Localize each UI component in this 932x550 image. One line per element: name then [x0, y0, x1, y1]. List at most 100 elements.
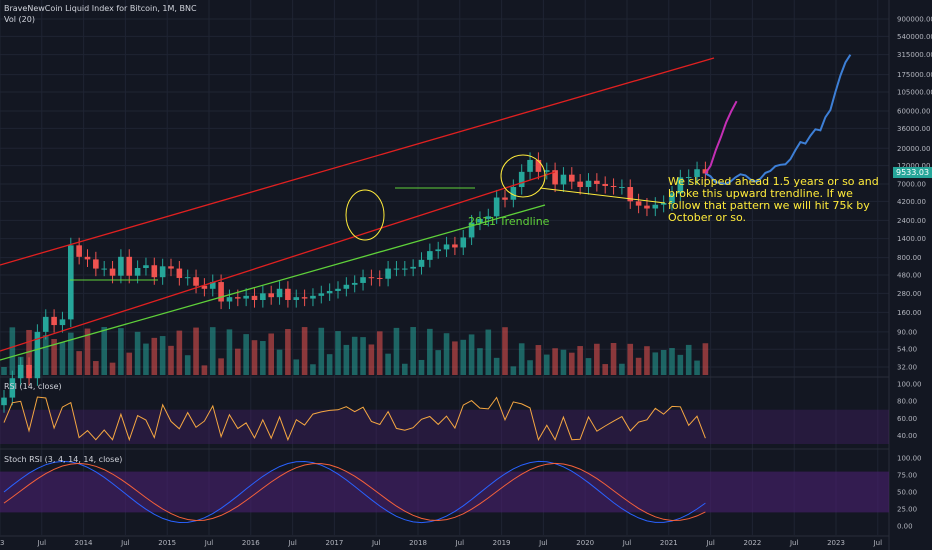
candle [510, 187, 517, 200]
volume-bar [184, 355, 191, 375]
candle [176, 268, 183, 278]
candle [418, 259, 425, 267]
rsi-band [0, 409, 889, 444]
volume-bar [627, 343, 634, 375]
time-tick-label: Jul [287, 539, 297, 547]
annotation-text: follow that pattern we will hit 75k by [668, 199, 870, 212]
annotation-pointer [539, 187, 666, 204]
channel-lower-line [0, 171, 556, 352]
candle [143, 265, 149, 268]
price-tick-label: 54.00 [897, 346, 917, 354]
candle [26, 364, 32, 379]
price-tick-label: 32.00 [897, 364, 917, 372]
stoch-k-line [3, 460, 706, 524]
time-tick-label: Jul [204, 539, 214, 547]
candle [226, 297, 233, 302]
volume-bar [84, 328, 91, 375]
volume-bar [235, 348, 241, 375]
candle [243, 295, 249, 299]
candle [644, 205, 650, 209]
candle [435, 249, 441, 252]
volume-bar [26, 329, 32, 375]
candle [619, 187, 625, 189]
volume-bar [602, 364, 608, 375]
volume-bar [1, 367, 7, 375]
annotation-text: October or so. [668, 211, 746, 224]
candle [685, 176, 692, 178]
volume-bar [694, 360, 700, 375]
volume-bar [168, 345, 174, 375]
volume-bar [660, 349, 667, 375]
candle [126, 256, 133, 276]
candle [17, 364, 24, 379]
volume-bar [427, 328, 433, 375]
rsi-legend: RSI (14, close) [4, 382, 62, 391]
volume-bar [502, 327, 508, 375]
volume-bar [176, 330, 183, 375]
volume-bar [669, 348, 675, 375]
volume-bar [452, 341, 458, 375]
time-tick-label: Jul [120, 539, 130, 547]
rsi-tick-label: 80.00 [897, 398, 917, 406]
time-tick-label: Jul [37, 539, 47, 547]
time-tick-label: Jul [371, 539, 381, 547]
volume-bar [93, 361, 99, 375]
time-tick-label: 2015 [158, 539, 176, 547]
stoch-tick-label: 50.00 [897, 489, 917, 497]
candle [34, 331, 41, 379]
candle [652, 204, 659, 209]
candle [335, 288, 341, 291]
candle [669, 193, 675, 203]
candle [385, 268, 391, 279]
time-tick-label: 2014 [75, 539, 93, 547]
volume-bar [585, 358, 592, 375]
price-axis[interactable]: 900000.00 540000.00 315000.00 175000.00 1050… [897, 16, 932, 531]
volume-bar [493, 357, 500, 375]
grid-lines [0, 0, 890, 550]
time-tick-label: Jul [622, 539, 632, 547]
candle [694, 169, 700, 177]
candle [443, 244, 450, 250]
volume-bar [569, 352, 575, 375]
price-tick-label: 12000.00 [897, 162, 930, 170]
annotation-text: broke this upward trendline. If we [668, 187, 853, 200]
volume-bar [552, 348, 558, 375]
time-tick-label: 2023 [827, 539, 845, 547]
stoch-tick-label: 0.00 [897, 523, 913, 531]
candle [9, 378, 16, 398]
candle [134, 267, 141, 276]
volume-bar [201, 365, 208, 375]
volume-bar [543, 354, 550, 375]
volume-bar [527, 360, 533, 375]
volume-bar [343, 344, 350, 375]
candle [493, 197, 500, 217]
volume-bar [109, 362, 116, 375]
volume-bar [59, 342, 66, 375]
volume-bar [126, 352, 133, 375]
oscillator-lines [3, 396, 706, 524]
volume-bar [376, 331, 383, 375]
candle [502, 197, 508, 200]
volume-bar [251, 340, 258, 375]
candle [101, 268, 107, 270]
volume-bar [460, 339, 467, 375]
price-candles [1, 152, 709, 413]
volume-bar [193, 327, 199, 375]
candle [552, 170, 558, 185]
price-tick-label: 900000.00 [897, 16, 932, 24]
price-tick-label: 60000.00 [897, 107, 930, 115]
volume-bar [51, 339, 57, 375]
volume-bar [685, 344, 692, 375]
volume-bar [318, 327, 325, 375]
candle [235, 297, 241, 299]
price-tick-label: 175000.00 [897, 71, 932, 79]
candle [42, 316, 49, 332]
candle [76, 245, 82, 257]
time-tick-label: Jul [789, 539, 799, 547]
volume-bar [619, 363, 625, 375]
time-axis[interactable]: 13 Jul 2014 Jul 2015 Jul 2016 Jul 2017 Jul 2018 Jul… [0, 539, 882, 547]
volume-bar [268, 333, 274, 375]
candle [301, 297, 308, 299]
candle [452, 244, 458, 248]
volume-bar [485, 329, 492, 375]
